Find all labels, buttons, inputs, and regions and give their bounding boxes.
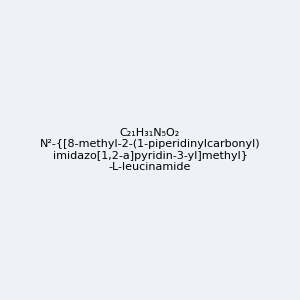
Text: C₂₁H₃₁N₅O₂
N²-{[8-methyl-2-(1-piperidinylcarbonyl)
imidazo[1,2-a]pyridin-3-yl]me: C₂₁H₃₁N₅O₂ N²-{[8-methyl-2-(1-piperidiny…	[40, 128, 260, 172]
